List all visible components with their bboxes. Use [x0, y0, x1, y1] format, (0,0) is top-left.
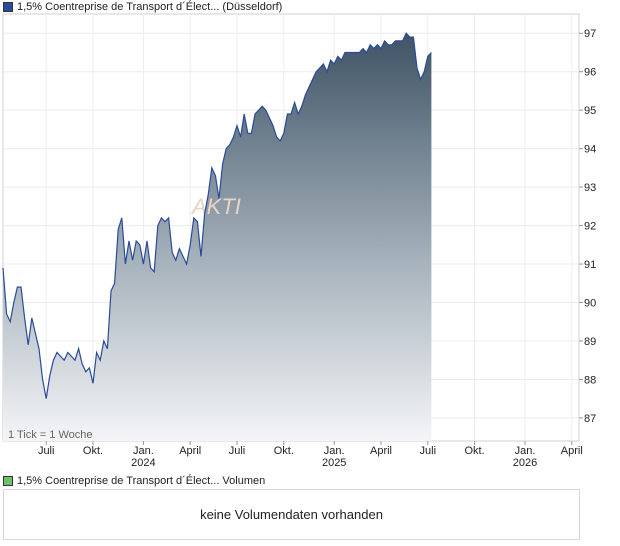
x-tick-label: Juli: [420, 445, 437, 457]
tick-note: 1 Tick = 1 Woche: [8, 429, 92, 441]
y-tick-label: 96: [584, 67, 596, 79]
x-tick-label: Okt.: [465, 445, 485, 457]
x-tick-year-label: 2026: [513, 457, 537, 469]
x-tick-label: Okt.: [274, 445, 294, 457]
volume-empty-message: keine Volumendaten vorhanden: [200, 507, 383, 522]
volume-panel: keine Volumendaten vorhanden: [3, 489, 580, 540]
x-tick-year-label: 2025: [322, 457, 346, 469]
y-tick-label: 89: [584, 336, 596, 348]
x-tick-label: Jan.: [324, 445, 345, 457]
x-tick-label: Juli: [229, 445, 246, 457]
price-area: [3, 33, 432, 441]
x-tick-label: April: [370, 445, 392, 457]
y-tick-label: 97: [584, 28, 596, 40]
y-tick-label: 91: [584, 259, 596, 271]
y-tick-label: 92: [584, 221, 596, 233]
price-legend-label: 1,5% Coentreprise de Transport d´Élect..…: [17, 1, 283, 13]
volume-legend: 1,5% Coentreprise de Transport d´Élect..…: [3, 475, 265, 487]
x-tick-label: Jan.: [515, 445, 536, 457]
x-tick-label: April: [179, 445, 201, 457]
y-tick-label: 95: [584, 105, 596, 117]
y-tick-label: 87: [584, 413, 596, 425]
price-chart: AKTI 87 88 89 90 91 92 93 94 95 96 97 Juli Okt. Jan.…: [2, 13, 596, 469]
volume-legend-swatch: [3, 476, 13, 486]
x-tick-label: Jan.: [133, 445, 154, 457]
price-line: [2, 32, 432, 399]
x-tick-label: Juli: [38, 445, 55, 457]
x-tick-year-label: 2024: [131, 457, 155, 469]
y-tick-label: 93: [584, 182, 596, 194]
y-tick-label: 94: [584, 144, 596, 156]
price-legend-swatch: [3, 2, 13, 12]
y-tick-label: 88: [584, 374, 596, 386]
watermark: AKTI: [190, 194, 241, 219]
x-tick-label: April: [561, 445, 583, 457]
x-tick-label: Okt.: [83, 445, 103, 457]
y-tick-label: 90: [584, 298, 596, 310]
volume-legend-label: 1,5% Coentreprise de Transport d´Élect..…: [17, 475, 266, 487]
price-legend: 1,5% Coentreprise de Transport d´Élect..…: [3, 1, 282, 13]
